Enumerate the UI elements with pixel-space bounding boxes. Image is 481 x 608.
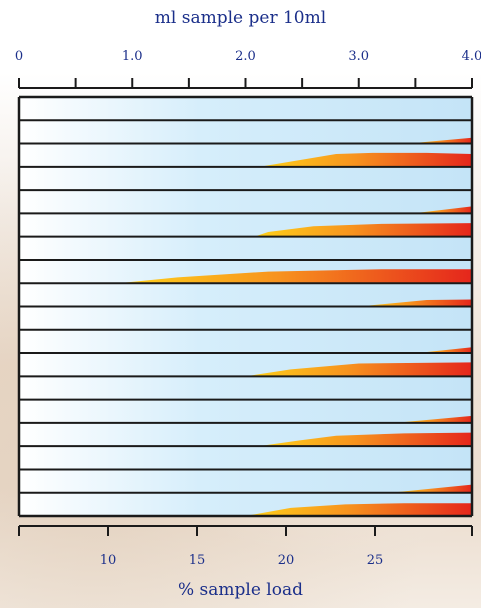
band-wedge [408,137,472,144]
band-wedge [358,299,472,307]
bands-layer [17,95,474,518]
band-wedge [245,503,472,516]
band-row [390,484,472,493]
top-axis-tick-label: 3.0 [348,49,369,64]
bottom-axis-tick-label: 25 [367,553,384,568]
top-axis-title: ml sample per 10ml [154,8,327,28]
bottom-axis-tick-label: 20 [278,553,295,568]
top-axis-tick-label: 0 [15,49,23,64]
bottom-axis: 10 15 20 25 [18,525,473,568]
bottom-axis-tick-label: 10 [100,553,117,568]
top-axis: 0 1.0 2.0 3.0 4.0 [15,49,481,89]
top-axis-tick-label: 2.0 [235,49,256,64]
band-wedge [118,269,472,284]
band-row [408,137,472,144]
band-row [259,432,472,447]
band-row [118,269,472,284]
band-row [245,362,472,377]
band-row [245,503,472,516]
band-wedge [259,432,472,447]
band-wedge [413,206,472,214]
band-row [259,152,472,167]
top-axis-tick-label: 1.0 [122,49,143,64]
band-wedge [417,347,472,354]
band-row [358,299,472,307]
band-row [394,415,472,423]
top-axis-tick-label: 4.0 [462,49,481,64]
band-wedge [245,362,472,377]
band-wedge [259,152,472,167]
band-wedge [394,415,472,423]
band-row [254,223,472,237]
band-wedge [390,484,472,493]
bottom-axis-title: % sample load [177,580,303,600]
band-wedge [254,223,472,237]
band-row [413,206,472,214]
bottom-axis-tick-label: 15 [189,553,206,568]
band-row [417,347,472,354]
